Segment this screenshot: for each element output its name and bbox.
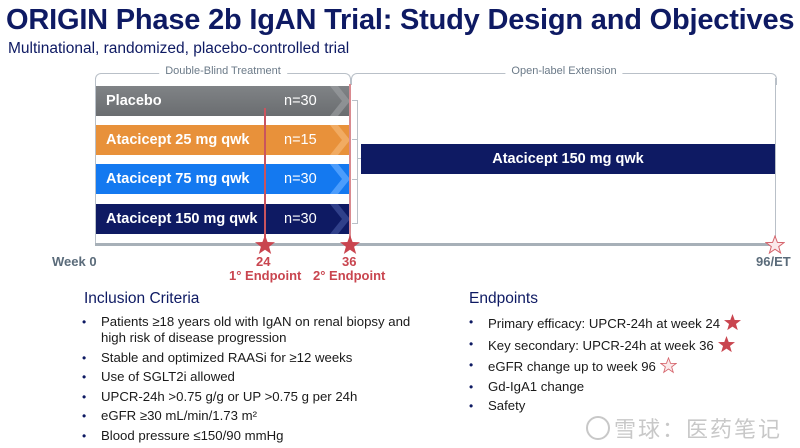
chevron-icon <box>330 86 350 116</box>
list-item: • Key secondary: UPCR-24h at week 36 <box>465 335 785 354</box>
arm-name: Atacicept 75 mg qwk <box>106 171 250 187</box>
double-blind-bracket: Double-Blind Treatment <box>95 65 351 85</box>
inclusion-criteria-title: Inclusion Criteria <box>84 290 200 307</box>
list-item: • Patients ≥18 years old with IgAN on ren… <box>78 314 418 346</box>
chevron-icon <box>330 164 350 194</box>
open-label-bracket: Open-label Extension <box>351 65 777 85</box>
arm-25mg: Atacicept 25 mg qwk n=15 <box>96 125 350 155</box>
filled-star-icon <box>724 314 742 331</box>
bullet-icon: • <box>469 358 474 372</box>
list-item-text: Patients ≥18 years old with IgAN on rena… <box>101 314 411 345</box>
chevron-icon <box>330 125 350 155</box>
list-item-text: Key secondary: UPCR-24h at week 36 <box>488 337 714 353</box>
outline-star-icon <box>659 357 677 374</box>
list-item: • Gd-IgA1 change <box>465 379 785 395</box>
connector-tick <box>352 139 358 140</box>
arm-n: n=30 <box>284 211 317 227</box>
list-item: • eGFR change up to week 96 <box>465 357 785 375</box>
timeline-axis <box>95 243 777 246</box>
bullet-icon: • <box>469 379 474 394</box>
list-item-text: Gd-IgA1 change <box>488 378 585 394</box>
arm-name: Placebo <box>106 93 162 109</box>
arm-name: Atacicept 25 mg qwk <box>106 132 250 148</box>
bullet-icon: • <box>82 315 87 329</box>
double-blind-box <box>95 78 351 244</box>
list-item-text: Primary efficacy: UPCR-24h at week 24 <box>488 316 721 331</box>
week-0-label: Week 0 <box>52 254 97 269</box>
list-item-text: Use of SGLT2i allowed <box>101 369 235 384</box>
bullet-icon: • <box>82 409 87 423</box>
list-item-text: UPCR-24h >0.75 g/g or UP >0.75 g per 24h <box>101 388 358 404</box>
arm-75mg: Atacicept 75 mg qwk n=30 <box>96 164 350 194</box>
arm-150mg: Atacicept 150 mg qwk n=30 <box>96 204 350 234</box>
list-item: • Stable and optimized RAASi for ≥12 week… <box>78 350 418 366</box>
extension-arm-bar: Atacicept 150 mg qwk <box>361 144 775 174</box>
secondary-endpoint-label: 2° Endpoint <box>313 268 386 283</box>
endpoints-list: • Primary efficacy: UPCR-24h at week 24 •… <box>465 314 785 418</box>
list-item: • Blood pressure ≤150/90 mmHg <box>78 428 418 444</box>
arms-connector <box>352 100 358 224</box>
open-label-box <box>350 78 776 244</box>
list-item-text: Safety <box>488 398 526 413</box>
inclusion-criteria-list: • Patients ≥18 years old with IgAN on ren… <box>78 314 418 447</box>
endpoints-title: Endpoints <box>469 290 538 307</box>
list-item: • Use of SGLT2i allowed <box>78 369 418 385</box>
watermark-text: 雪球：医药笔记 <box>614 417 783 442</box>
week36-line <box>349 84 351 244</box>
week-36-label: 36 <box>342 254 357 269</box>
connector-mid <box>358 158 362 159</box>
arm-placebo: Placebo n=30 <box>96 86 350 116</box>
bullet-icon: • <box>469 336 474 351</box>
week-24-label: 24 <box>256 254 271 269</box>
filled-star-icon <box>340 235 360 254</box>
week-96-label: 96/ET <box>756 254 791 269</box>
list-item-text: Blood pressure ≤150/90 mmHg <box>101 427 284 443</box>
watermark: 雪球：医药笔记 <box>586 412 782 444</box>
filled-star-icon <box>255 235 275 254</box>
bullet-icon: • <box>82 428 87 443</box>
week24-line <box>264 108 266 244</box>
primary-endpoint-label: 1° Endpoint <box>229 268 302 283</box>
bullet-icon: • <box>469 399 474 413</box>
bullet-icon: • <box>469 315 474 329</box>
bullet-icon: • <box>82 350 87 365</box>
bullet-icon: • <box>82 389 87 404</box>
arm-n: n=15 <box>284 132 317 148</box>
list-item-text: eGFR change up to week 96 <box>488 359 656 374</box>
page-subtitle: Multinational, randomized, placebo-contr… <box>8 40 350 57</box>
connector-tick <box>352 179 358 180</box>
arm-n: n=30 <box>284 93 317 109</box>
list-item: • eGFR ≥30 mL/min/1.73 m² <box>78 408 418 424</box>
filled-star-icon <box>717 335 735 352</box>
arm-n: n=30 <box>284 171 317 187</box>
snowball-logo-icon <box>586 416 610 440</box>
list-item: • UPCR-24h >0.75 g/g or UP >0.75 g per 24… <box>78 389 418 405</box>
outline-star-icon <box>765 235 785 255</box>
chevron-icon <box>330 204 350 234</box>
list-item: • Primary efficacy: UPCR-24h at week 24 <box>465 314 785 332</box>
double-blind-label: Double-Blind Treatment <box>159 65 287 77</box>
list-item-text: eGFR ≥30 mL/min/1.73 m² <box>101 408 258 423</box>
list-item: • Safety <box>465 398 785 414</box>
bullet-icon: • <box>82 370 87 384</box>
list-item-text: Stable and optimized RAASi for ≥12 weeks <box>101 349 353 365</box>
page-title: ORIGIN Phase 2b IgAN Trial: Study Design… <box>6 4 795 36</box>
arm-name: Atacicept 150 mg qwk <box>106 211 258 227</box>
open-label-label: Open-label Extension <box>505 65 623 77</box>
